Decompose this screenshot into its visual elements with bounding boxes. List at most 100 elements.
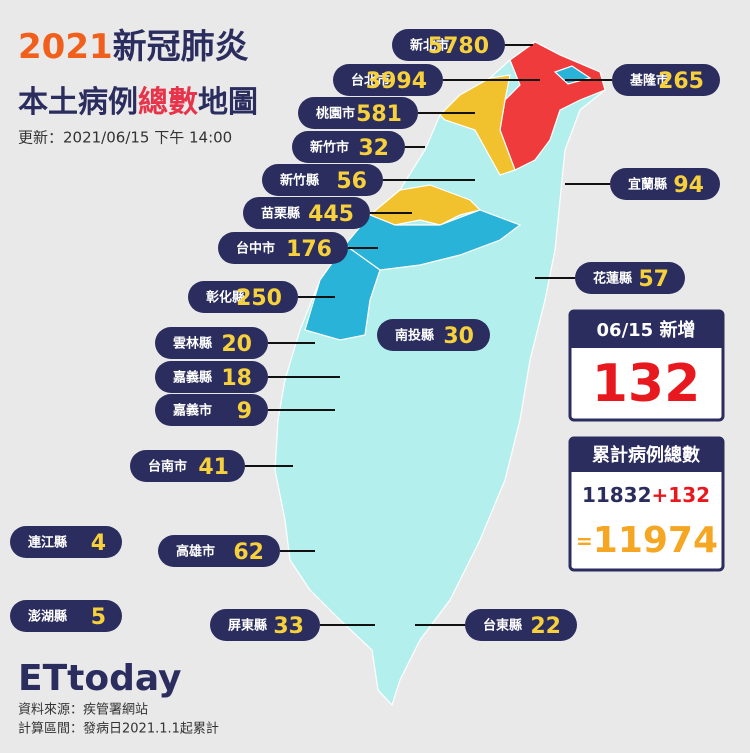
plus: + [652, 483, 669, 507]
equals: = [576, 529, 593, 553]
title: 2021新冠肺炎 [18, 27, 249, 67]
pill [10, 600, 122, 632]
region-name: 嘉義縣 [172, 370, 212, 386]
region-name: 桃園市 [316, 106, 355, 122]
region-count: 18 [221, 366, 252, 391]
box-header [570, 311, 723, 348]
pill [292, 131, 405, 163]
pill [218, 232, 348, 264]
pill [155, 394, 268, 426]
region-name: 花蓮縣 [593, 271, 632, 287]
title-year: 2021 [18, 27, 113, 67]
value: 11974 [593, 520, 718, 561]
total-box: 累計病例總數 11832+132 =11974 [568, 436, 725, 572]
new-cases-box: 06/15 新增 132 [568, 309, 725, 422]
region-taoyuan [439, 74, 516, 176]
region-count: 5780 [428, 34, 489, 59]
pill [10, 526, 122, 558]
period: 計算區間：發病日2021.1.1起累計 [18, 721, 219, 737]
region-label: 宜蘭縣 94 [565, 168, 720, 200]
region-name: 新北市 [410, 38, 449, 54]
pill [610, 168, 720, 200]
region-count: 581 [356, 102, 402, 127]
box-header [570, 438, 723, 472]
logo: ETtoday [18, 658, 182, 699]
added: 132 [668, 483, 710, 507]
previous: 11832 [582, 483, 652, 507]
region-name: 苗栗縣 [261, 206, 300, 222]
region-count: 176 [286, 237, 332, 262]
region-count: 20 [221, 332, 252, 357]
region-count: 250 [236, 286, 282, 311]
region-count: 5 [91, 605, 106, 630]
pill [465, 609, 577, 641]
region-name: 新竹縣 [280, 173, 319, 189]
region-name: 高雄市 [176, 544, 215, 560]
region-name: 澎湖縣 [28, 609, 67, 625]
region-label: 苗栗縣 445 [243, 197, 412, 229]
region-label: 嘉義市 9 [155, 394, 335, 426]
region-name: 彰化縣 [206, 290, 245, 306]
region-label: 高雄市 62 [158, 535, 315, 567]
pill [333, 64, 443, 96]
pill [210, 609, 320, 641]
region-name: 連江縣 [28, 535, 67, 551]
region-label: 新竹縣 56 [262, 164, 475, 196]
region-label: 連江縣 4 [10, 526, 122, 558]
region-label: 花蓮縣 57 [535, 262, 685, 294]
region-miaoli [368, 184, 482, 226]
region-changhua [304, 244, 381, 341]
region-count: 56 [336, 169, 367, 194]
region-label: 雲林縣 20 [155, 327, 315, 359]
pill [392, 29, 505, 61]
region-count: 94 [673, 173, 704, 198]
update-time: 更新：2021/06/15 下午 14:00 [18, 129, 232, 147]
total-label: 累計病例總數 [592, 444, 700, 466]
subtitle-1: 本土病例 [18, 85, 138, 120]
total-value: =11974 [576, 520, 718, 561]
source: 資料來源：疾管署網站 [18, 703, 148, 718]
region-name: 南投縣 [395, 328, 434, 344]
region-count: 30 [443, 324, 474, 349]
region-label: 台南市 41 [130, 450, 293, 482]
pill [575, 262, 685, 294]
pill [262, 164, 383, 196]
region-count: 3994 [366, 69, 427, 94]
region-label: 台中市 176 [218, 232, 378, 264]
region-name: 基隆市 [629, 73, 669, 89]
region-name: 嘉義市 [172, 403, 212, 419]
region-label: 台東縣 22 [415, 609, 577, 641]
region-label: 桃園市 581 [298, 97, 475, 129]
region-count: 265 [658, 69, 704, 94]
region-name: 屏東縣 [228, 618, 267, 634]
pill [158, 535, 280, 567]
subtitle-2: 總數 [138, 85, 198, 120]
region-count: 9 [237, 399, 252, 424]
new-cases-value: 132 [592, 354, 701, 414]
region-taichung [344, 209, 522, 271]
pill [612, 64, 720, 96]
region-count: 62 [233, 540, 264, 565]
region-name: 新竹市 [310, 140, 349, 156]
pill [155, 361, 268, 393]
region-count: 4 [91, 531, 106, 556]
map [274, 41, 606, 707]
subtitle: 本土病例總數地圖 [18, 85, 258, 120]
region-label: 嘉義縣 18 [155, 361, 340, 393]
region-count: 57 [638, 267, 669, 292]
pill [243, 197, 370, 229]
region-count: 32 [358, 136, 389, 161]
region-name: 台北市 [351, 73, 390, 89]
pill [188, 281, 298, 313]
region-label: 南投縣 30 [377, 319, 490, 351]
region-count: 41 [198, 455, 229, 480]
region-name: 台南市 [148, 459, 187, 475]
region-label: 澎湖縣 5 [10, 600, 122, 632]
region-name: 台中市 [236, 241, 275, 257]
